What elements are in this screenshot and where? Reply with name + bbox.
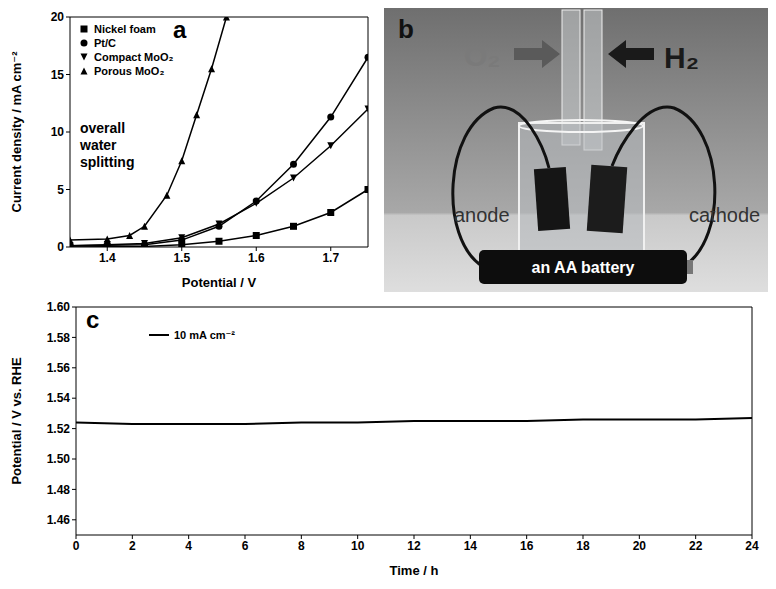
html-text:water: water: [80, 137, 117, 153]
svg-text:Potential / V vs. RHE: Potential / V vs. RHE: [9, 357, 24, 484]
svg-text:4: 4: [185, 539, 192, 553]
svg-text:1.56: 1.56: [47, 361, 71, 375]
svg-text:6: 6: [242, 539, 249, 553]
svg-text:H₂: H₂: [664, 41, 699, 74]
svg-text:20: 20: [633, 539, 647, 553]
svg-text:1.7: 1.7: [322, 251, 339, 265]
svg-text:24: 24: [745, 539, 759, 553]
svg-text:1.54: 1.54: [47, 391, 71, 405]
svg-text:16: 16: [520, 539, 534, 553]
svg-text:Current density / mA cm⁻²: Current density / mA cm⁻²: [9, 51, 24, 213]
html-text:splitting: splitting: [80, 154, 135, 170]
svg-text:18: 18: [576, 539, 590, 553]
svg-text:5: 5: [57, 183, 64, 197]
html-text:overall: overall: [80, 120, 126, 136]
svg-text:1.52: 1.52: [47, 422, 71, 436]
svg-text:15: 15: [51, 68, 65, 82]
svg-text:1.60: 1.60: [47, 300, 71, 314]
svg-text:22: 22: [689, 539, 703, 553]
html-text:Porous MoO₂: Porous MoO₂: [94, 65, 165, 77]
svg-text:an AA battery: an AA battery: [532, 259, 635, 276]
svg-text:1.46: 1.46: [47, 513, 71, 527]
svg-text:1.48: 1.48: [47, 483, 71, 497]
svg-text:1.5: 1.5: [173, 251, 190, 265]
svg-text:14: 14: [464, 539, 478, 553]
html-text:Compact MoO₂: Compact MoO₂: [94, 51, 174, 63]
svg-text:1.50: 1.50: [47, 452, 71, 466]
svg-text:b: b: [398, 14, 414, 44]
svg-text:10: 10: [351, 539, 365, 553]
svg-text:8: 8: [298, 539, 305, 553]
svg-text:2: 2: [129, 539, 136, 553]
svg-text:cathode: cathode: [689, 204, 760, 226]
html-text:Pt/C: Pt/C: [94, 37, 116, 49]
html-text:Nickel foam: Nickel foam: [94, 23, 156, 35]
svg-text:anode: anode: [454, 204, 510, 226]
svg-text:20: 20: [51, 10, 65, 24]
html-text:c: c: [86, 306, 100, 333]
html-text:10 mA cm⁻²: 10 mA cm⁻²: [174, 329, 235, 341]
svg-text:O₂: O₂: [464, 39, 501, 72]
svg-text:12: 12: [407, 539, 421, 553]
svg-text:Potential / V: Potential / V: [182, 275, 257, 290]
svg-text:1.4: 1.4: [99, 251, 116, 265]
svg-text:Time / h: Time / h: [390, 563, 439, 578]
svg-text:0: 0: [57, 240, 64, 254]
svg-text:1.58: 1.58: [47, 331, 71, 345]
svg-text:10: 10: [51, 125, 65, 139]
svg-text:1.6: 1.6: [248, 251, 265, 265]
svg-text:0: 0: [73, 539, 80, 553]
html-text:a: a: [173, 16, 187, 43]
